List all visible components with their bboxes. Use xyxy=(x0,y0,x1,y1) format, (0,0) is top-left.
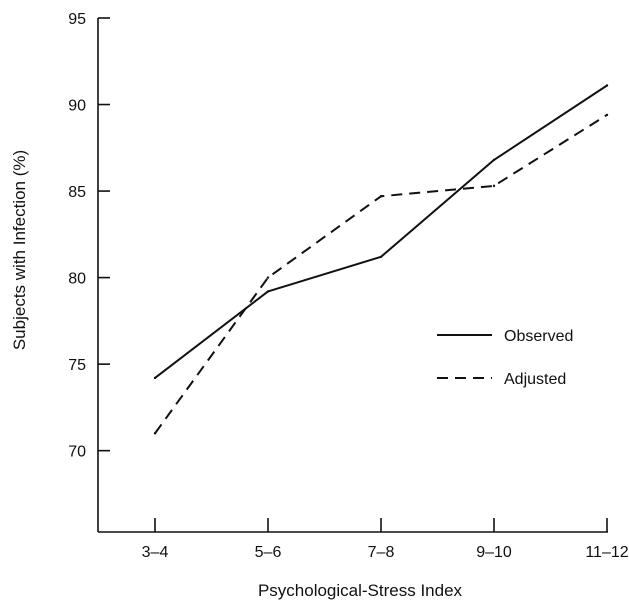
data-point-observed xyxy=(379,255,383,259)
y-axis: 70 75 80 85 90 95 xyxy=(68,11,110,532)
legend-label-adjusted: Adjusted xyxy=(504,371,566,388)
data-point-observed xyxy=(492,158,496,162)
series-lines xyxy=(153,84,609,435)
x-tick-label: 9–10 xyxy=(476,544,512,561)
y-axis-label: Subjects with Infection (%) xyxy=(10,150,29,350)
x-tick-label: 5–6 xyxy=(255,544,282,561)
legend-label-observed: Observed xyxy=(504,328,573,345)
legend: Observed Adjusted xyxy=(437,328,573,388)
x-tick-label: 11–12 xyxy=(585,544,628,561)
y-tick-label: 90 xyxy=(68,98,86,115)
data-point-adjusted xyxy=(492,184,496,188)
data-point-observed xyxy=(266,290,270,293)
y-tick-label: 75 xyxy=(68,357,86,374)
x-tick-label: 7–8 xyxy=(368,544,395,561)
data-point-observed xyxy=(153,376,157,380)
y-tick-label: 70 xyxy=(68,444,86,461)
data-point-observed xyxy=(605,84,609,87)
y-tick-label: 95 xyxy=(68,11,86,28)
data-point-adjusted xyxy=(266,276,270,279)
data-point-adjusted xyxy=(379,195,383,198)
x-axis-label: Psychological-Stress Index xyxy=(258,581,463,600)
x-axis: 3–4 5–6 7–8 9–10 11–12 xyxy=(98,518,629,561)
y-tick-label: 85 xyxy=(68,184,86,201)
data-point-adjusted xyxy=(153,432,157,435)
x-tick-label: 3–4 xyxy=(142,544,169,561)
y-tick-label: 80 xyxy=(68,271,86,288)
data-point-adjusted xyxy=(605,113,609,117)
